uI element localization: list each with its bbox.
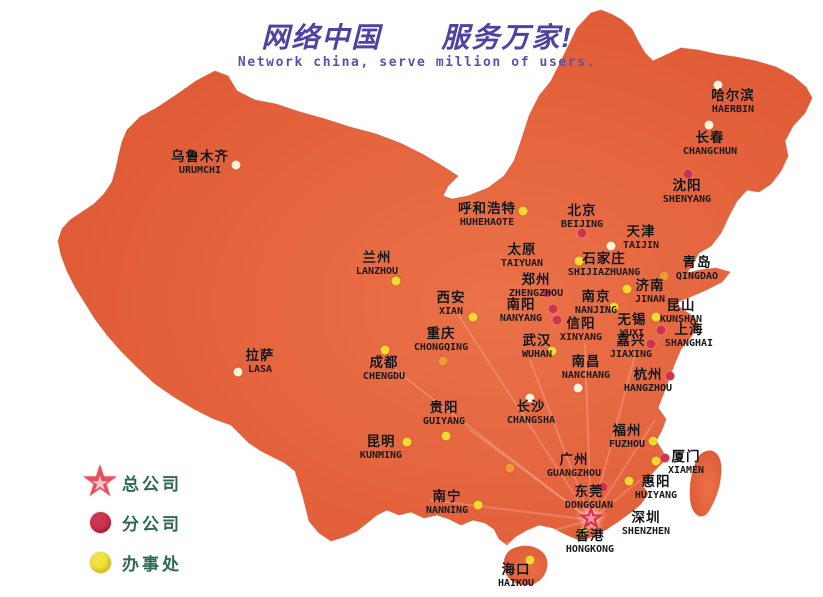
city-dot-haerbin [713,80,723,90]
city-dot-dongguan [598,482,608,492]
city-dot-shijiazhuang [574,256,584,266]
page-subtitle: Network china, serve million of users. [237,55,597,70]
city-dot-zhengzhou [542,288,552,298]
city-dot-shenyang [683,169,693,179]
city-dot-xian [468,312,478,322]
city-dot-xiamen [651,456,661,466]
city-dot-shanghai [656,325,666,335]
city-dot-guangzhou [505,463,515,473]
city-dot-hangzhou [665,371,675,381]
city-dot-jiaxing [646,339,656,349]
city-dot-lanzhou [391,276,401,286]
city-dot-chongqing [438,356,448,366]
taiwan-island-shape [689,450,722,517]
page-header: 网络中国 服务万家! Network china, serve million … [238,22,596,70]
map-legend: ★ ★ 总公司 分公司 办事处 [78,457,182,582]
legend-item-office: 办事处 [78,542,182,582]
legend-star-icon: ★ ★ [80,457,120,506]
city-dot-urumchi [231,160,241,170]
city-dot-kunshan [651,312,661,322]
city-dot-beijing [577,228,587,238]
city-dot-wuhan [547,346,557,356]
city-dot-taijin [606,241,616,251]
legend-yellow-dot-icon [78,551,122,573]
city-dot-huiyang [624,476,634,486]
city-dot-lasa [233,367,243,377]
city-dot-hongkong [578,527,588,537]
legend-label-office: 办事处 [122,554,182,574]
city-dot-huhehaote [518,206,528,216]
city-dot-haikou [525,555,535,565]
city-dot-jinan [622,284,632,294]
city-dot-xiamen [660,453,670,463]
headquarters-star-highlight: ★ [583,510,599,528]
city-dot-changchun [704,120,714,130]
city-dot-nanchang [573,383,583,393]
city-dot-nanning [473,500,483,510]
city-dot-chengdu [380,345,390,355]
hainan-island-shape [503,545,548,586]
city-dot-nanyang [548,304,558,314]
legend-item-headquarters: ★ ★ 总公司 [78,457,182,506]
city-dot-xinyang [552,315,562,325]
legend-label-branch: 分公司 [122,514,182,534]
city-dot-kunming [402,437,412,447]
headquarters-star-icon: ★ ★ [575,499,607,538]
hq-rays [394,309,656,546]
city-dot-wuxi [609,302,619,312]
legend-red-dot-icon [78,511,122,533]
china-mainland-shape [57,9,813,546]
city-dot-fuzhou [648,436,658,446]
city-dot-qingdao [659,271,669,281]
legend-item-branch: 分公司 [78,502,182,542]
city-dot-changsha [525,393,535,403]
legend-label-headquarters: 总公司 [122,474,182,494]
city-dot-guiyang [441,431,451,441]
page-title: 网络中国 服务万家! [261,22,573,53]
